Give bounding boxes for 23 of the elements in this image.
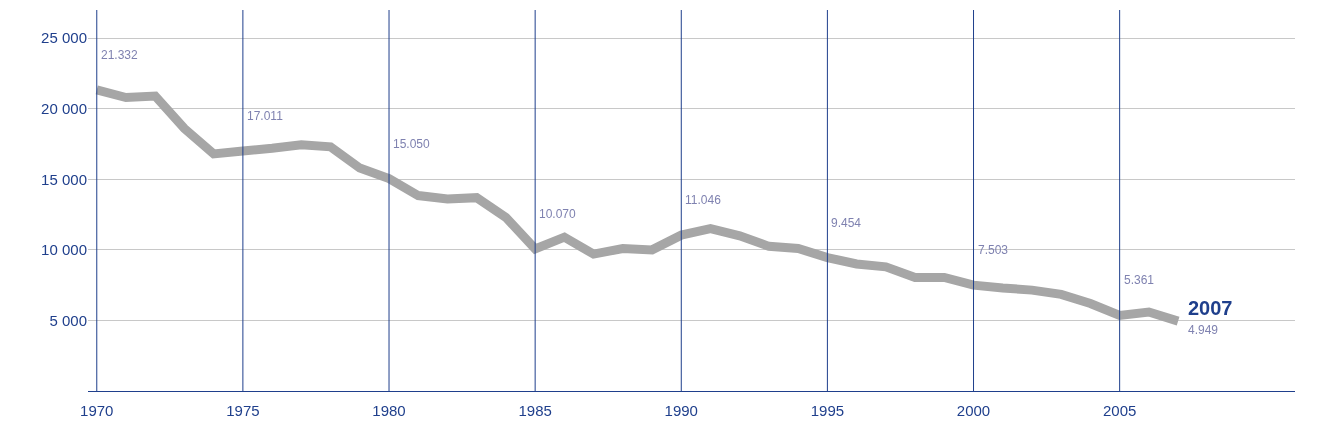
x-tick-label: 1985 <box>518 402 552 419</box>
data-label: 7.503 <box>978 243 1009 257</box>
x-tick-label: 1995 <box>810 402 845 419</box>
data-label: 15.050 <box>393 137 431 151</box>
y-tick-label: 5 000 <box>49 311 87 329</box>
data-label: 9.454 <box>831 216 862 230</box>
x-tick-label: 2000 <box>956 402 991 419</box>
x-tick-label: 1970 <box>80 402 114 419</box>
x-tick-label: 1980 <box>372 402 406 419</box>
annotation: 2007 <box>1188 297 1233 319</box>
x-tick-label: 1975 <box>226 402 260 419</box>
data-label: 4.949 <box>1188 323 1219 337</box>
y-tick-label: 20 000 <box>41 100 87 118</box>
x-tick-label: 1990 <box>664 402 698 419</box>
y-tick-label: 15 000 <box>41 170 87 188</box>
y-tick-label: 10 000 <box>41 241 87 259</box>
data-label: 21.332 <box>101 48 139 62</box>
x-tick-label: 2005 <box>1102 402 1137 419</box>
data-label: 10.070 <box>539 207 577 221</box>
data-label: 17.011 <box>247 109 284 123</box>
y-tick-label: 25 000 <box>41 29 87 47</box>
data-label: 5.361 <box>1124 273 1155 287</box>
data-label: 11.046 <box>685 193 722 207</box>
